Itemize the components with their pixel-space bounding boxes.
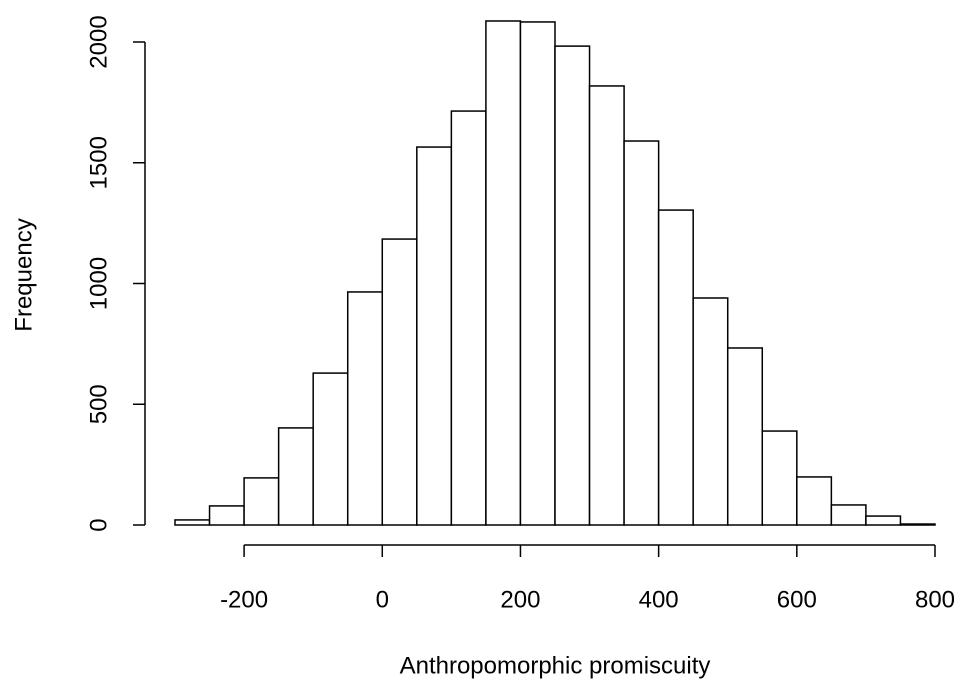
x-axis-label: Anthropomorphic promiscuity	[400, 652, 711, 679]
bar	[657, 209, 694, 526]
bar	[346, 291, 384, 526]
bar	[450, 110, 487, 526]
bar	[554, 45, 591, 526]
bar	[519, 21, 556, 526]
bar	[899, 523, 936, 526]
x-tick-label: 200	[500, 586, 540, 613]
bar	[277, 427, 314, 526]
x-tick-label: 400	[639, 586, 679, 613]
y-tick-label: 1000	[85, 257, 112, 310]
bar	[796, 476, 833, 526]
x-tick-label: 800	[915, 586, 955, 613]
x-tick-label: 0	[376, 586, 389, 613]
bar	[312, 372, 349, 526]
x-tick-label: 600	[777, 586, 817, 613]
bar	[865, 515, 902, 526]
bar	[623, 140, 660, 526]
bar	[761, 430, 798, 526]
bar	[830, 504, 867, 526]
bar	[485, 20, 522, 526]
y-axis-label: Frequency	[10, 218, 37, 331]
bar	[692, 297, 729, 526]
y-tick-label: 2000	[85, 15, 112, 68]
bar	[243, 477, 280, 526]
bar	[416, 146, 453, 526]
y-tick-label: 500	[85, 384, 112, 424]
x-tick-label: -200	[220, 586, 268, 613]
bar	[208, 505, 245, 526]
bar	[588, 85, 625, 526]
bar	[726, 347, 764, 526]
bar	[381, 238, 418, 526]
bar	[174, 519, 211, 526]
y-tick-label: 0	[85, 518, 112, 531]
y-tick-label: 1500	[85, 136, 112, 189]
